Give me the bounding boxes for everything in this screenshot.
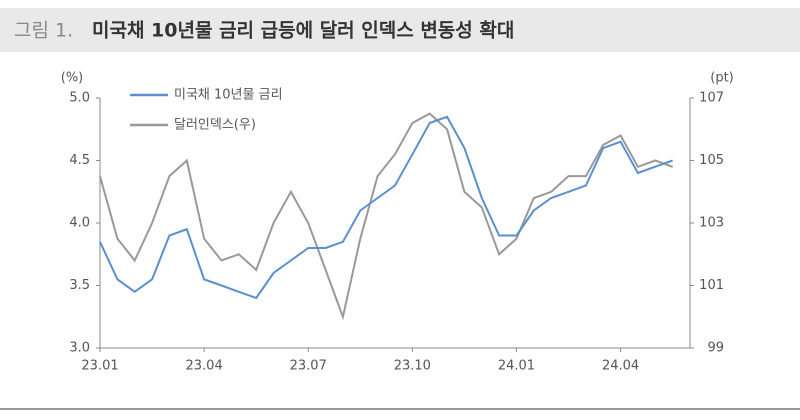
- x-tick-label: 23.10: [394, 359, 431, 374]
- y2-tick-label: 107: [699, 91, 724, 106]
- x-tick-label: 23.07: [290, 359, 327, 374]
- y-tick-label: 4.5: [69, 153, 90, 168]
- y-tick-label: 3.5: [69, 278, 90, 293]
- legend-label: 미국채 10년물 금리: [174, 88, 283, 103]
- title-bar: [0, 8, 800, 52]
- series-line: [99, 115, 673, 300]
- x-tick-label: 23.04: [186, 359, 223, 374]
- series-line: [99, 112, 673, 321]
- figure-number: 그림 1.: [14, 20, 73, 42]
- y-axis-unit: (%): [61, 71, 84, 86]
- y2-tick-label: 103: [699, 216, 724, 231]
- y2-axis-unit: (pt): [710, 71, 734, 86]
- x-tick-label: 24.01: [498, 359, 535, 374]
- x-tick-label: 24.04: [602, 359, 639, 374]
- y2-tick-label: 99: [707, 341, 724, 356]
- y2-tick-label: 105: [699, 153, 724, 168]
- x-tick-label: 23.01: [81, 359, 118, 374]
- y-tick-label: 4.0: [69, 216, 90, 231]
- y-tick-label: 3.0: [69, 341, 90, 356]
- y2-tick-label: 101: [699, 278, 724, 293]
- legend-label: 달러인덱스(우): [174, 118, 256, 133]
- y-tick-label: 5.0: [69, 91, 90, 106]
- chart-title: 미국채 10년물 금리 급등에 달러 인덱스 변동성 확대: [92, 19, 514, 42]
